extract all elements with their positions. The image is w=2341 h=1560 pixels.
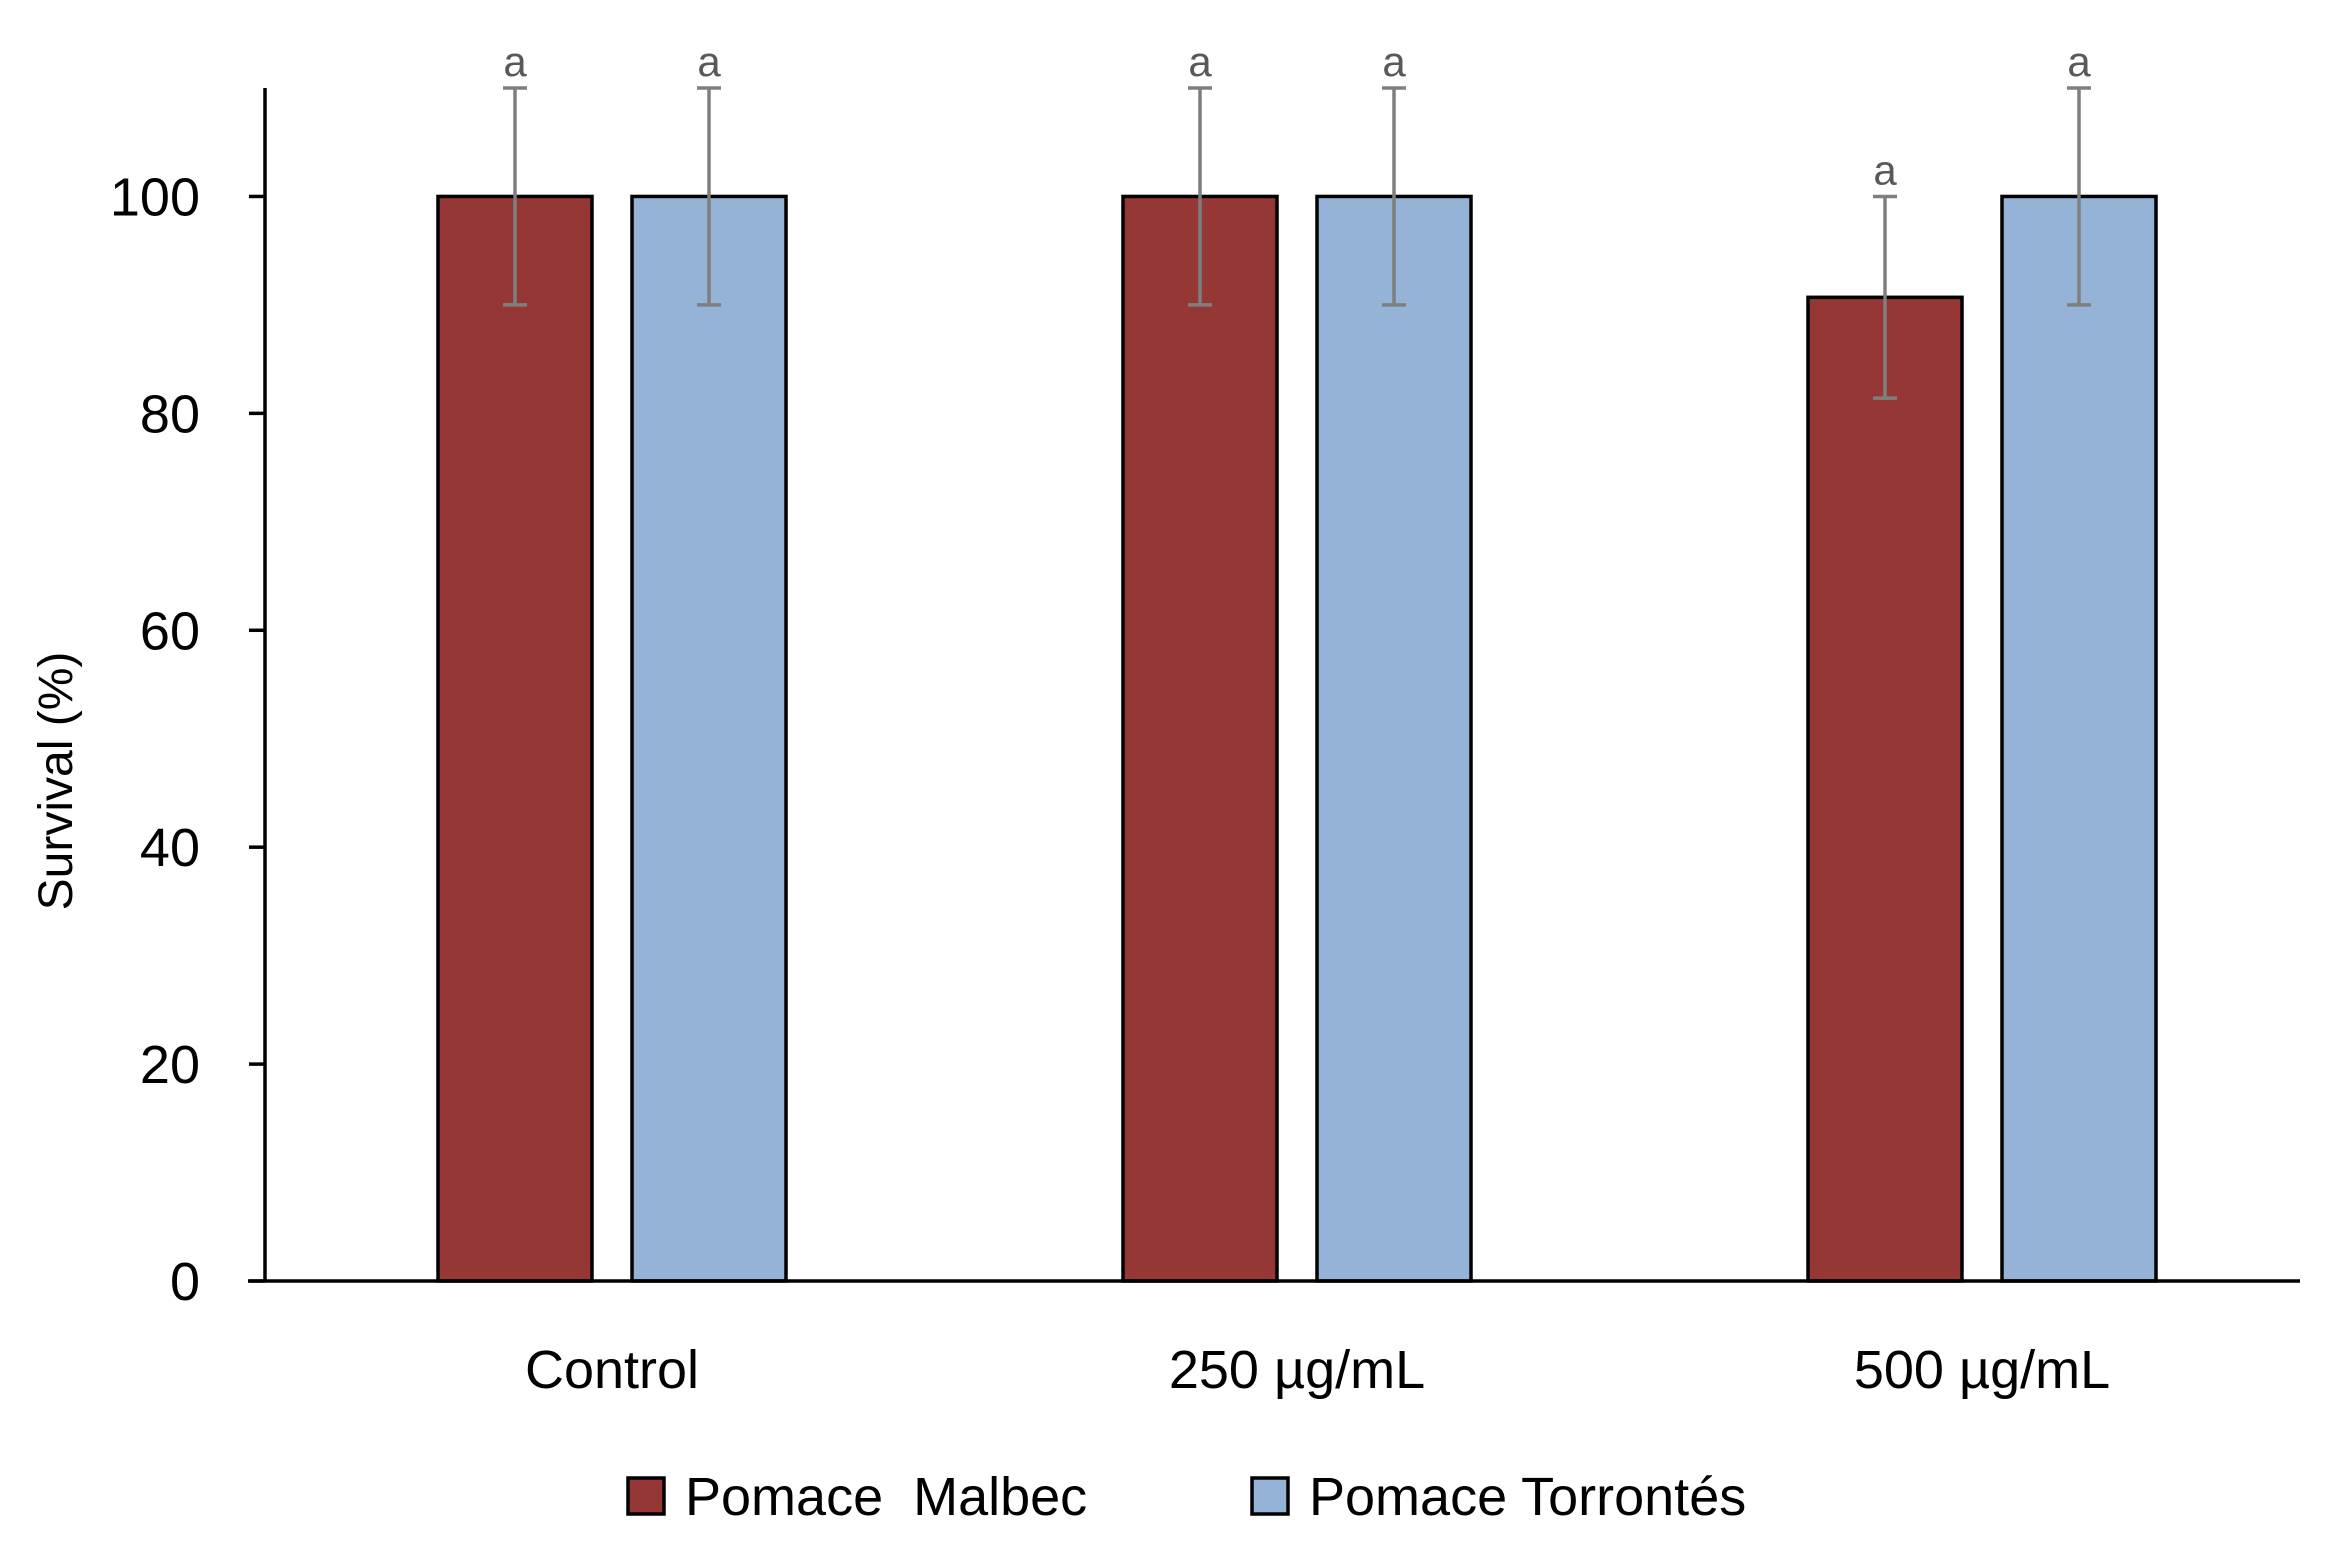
y-tick-label: 80 — [140, 384, 200, 444]
y-ticks-layer: 0 20 40 60 80 100 — [110, 167, 265, 1312]
legend-swatch — [626, 1476, 666, 1516]
x-category-label: Control — [525, 1340, 699, 1400]
y-tick-label: 0 — [170, 1252, 200, 1312]
error-bar-malbec-0 — [503, 86, 527, 307]
x-categories-layer: Control 250 µg/mL 500 µg/mL — [525, 1340, 2110, 1400]
legend-label: Pomace Malbec — [685, 1467, 1087, 1527]
bar-malbec-2 — [1806, 295, 1964, 1283]
significance-label-malbec-1: a — [1188, 38, 1212, 85]
y-tick-label: 60 — [140, 601, 200, 661]
axes-layer — [248, 88, 2300, 1283]
significance-labels-layer: a a a a a a — [503, 38, 2091, 193]
x-category-label: 500 µg/mL — [1854, 1340, 2110, 1400]
error-bar-torrontes-0 — [697, 86, 721, 307]
error-bar-torrontes-1 — [1382, 86, 1406, 307]
significance-label-torrontes-0: a — [697, 38, 721, 85]
error-bar-torrontes-2 — [2067, 86, 2091, 307]
y-tick-label: 20 — [140, 1035, 200, 1095]
x-category-label: 250 µg/mL — [1169, 1340, 1425, 1400]
legend-label: Pomace Torrontés — [1309, 1467, 1746, 1527]
error-bar-malbec-1 — [1188, 86, 1212, 307]
significance-label-torrontes-2: a — [2067, 38, 2091, 85]
bars-layer — [436, 194, 2158, 1283]
y-tick-label: 100 — [110, 167, 200, 227]
significance-label-malbec-0: a — [503, 38, 527, 85]
legend-item-malbec: Pomace Malbec — [626, 1467, 1087, 1527]
significance-label-torrontes-1: a — [1382, 38, 1406, 85]
legend-item-torrontes: Pomace Torrontés — [1250, 1467, 1746, 1527]
bar-torrontes-0 — [630, 194, 788, 1283]
significance-label-malbec-2: a — [1873, 146, 1897, 193]
bar-torrontes-1 — [1315, 194, 1473, 1283]
legend-swatch — [1250, 1476, 1290, 1516]
bar-malbec-1 — [1121, 194, 1279, 1283]
error-bar-malbec-2 — [1873, 194, 1897, 400]
legend: Pomace Malbec Pomace Torrontés — [626, 1467, 1746, 1527]
bar-malbec-0 — [436, 194, 594, 1283]
bar-torrontes-2 — [2000, 194, 2158, 1283]
y-axis-label: Survival (%) — [30, 652, 83, 911]
error-bars-layer — [503, 86, 2091, 400]
y-tick-label: 40 — [140, 818, 200, 878]
